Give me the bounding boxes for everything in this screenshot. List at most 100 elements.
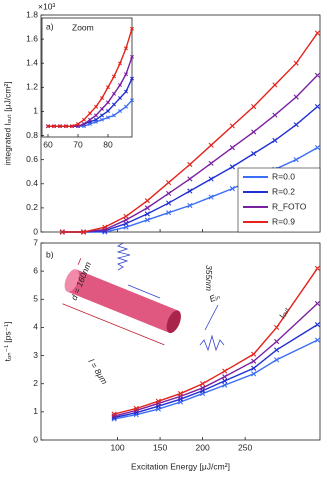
marker <box>100 96 104 101</box>
marker <box>59 229 65 235</box>
x-tick-label: 100 <box>110 442 124 452</box>
y-tick-label: 5 <box>33 294 38 304</box>
x-tick-label: 70 <box>73 139 83 149</box>
marker <box>166 200 172 206</box>
marker <box>88 111 92 116</box>
x-tick-label: 60 <box>43 139 53 149</box>
marker <box>314 30 321 36</box>
marker <box>251 365 257 371</box>
marker <box>102 224 108 230</box>
marker <box>82 122 86 127</box>
marker <box>118 61 122 66</box>
y-tick-label: 0.4 <box>26 178 38 188</box>
marker <box>229 164 235 170</box>
plot-area <box>40 242 321 441</box>
marker <box>106 100 110 105</box>
marker <box>124 89 128 94</box>
x-tick-label: 80 <box>103 139 113 149</box>
marker <box>123 213 129 219</box>
marker <box>187 161 193 168</box>
marker <box>112 113 116 118</box>
marker <box>144 211 150 217</box>
marker <box>293 94 299 100</box>
y-tick-label: 1.6 <box>26 33 38 43</box>
y-tick-label: 0.6 <box>26 154 38 164</box>
panel-label: a) <box>46 21 54 31</box>
marker <box>94 113 98 118</box>
marker <box>124 104 128 109</box>
marker <box>106 109 110 114</box>
y-tick-label: 0 <box>33 226 38 236</box>
marker <box>251 351 257 357</box>
marker <box>80 229 87 235</box>
marker <box>100 106 104 111</box>
marker <box>314 300 321 307</box>
marker <box>177 390 184 397</box>
marker <box>314 337 321 343</box>
marker <box>144 198 150 204</box>
marker <box>251 104 257 110</box>
annotation: Iₒᵤₜ <box>277 305 291 320</box>
marker <box>58 124 62 129</box>
marker <box>208 142 214 148</box>
y-tick-label: 6 <box>33 265 38 275</box>
marker <box>272 137 278 143</box>
cylinder-end <box>64 269 79 292</box>
marker <box>76 122 80 127</box>
marker <box>229 123 235 129</box>
marker <box>274 347 280 353</box>
marker <box>118 96 122 101</box>
cylinder-body <box>67 269 179 333</box>
marker <box>130 26 134 31</box>
y-tick-label: 0.8 <box>26 130 38 140</box>
marker <box>251 129 257 135</box>
y-axis-label: integrated Iₒᵤₜ [μJ/cm²] <box>2 81 12 165</box>
marker <box>64 124 68 129</box>
y-tick-label: 4 <box>33 322 38 332</box>
marker <box>187 202 193 209</box>
inset-title: Zoom <box>72 22 94 32</box>
marker <box>155 398 161 404</box>
annotation: l = 8μm <box>86 357 109 386</box>
y-tick-label: 1 <box>33 406 38 416</box>
marker <box>166 190 172 197</box>
marker <box>272 82 278 88</box>
marker <box>274 324 280 331</box>
marker <box>314 322 321 328</box>
marker <box>124 46 128 51</box>
marker <box>208 176 214 182</box>
marker <box>251 358 257 364</box>
marker <box>124 72 128 77</box>
arrow <box>127 284 161 299</box>
marker <box>314 104 321 110</box>
series-line <box>114 324 318 419</box>
y-tick-label: 7 <box>33 237 38 247</box>
y-tick-label: 0.2 <box>26 202 38 212</box>
marker <box>229 186 235 192</box>
marker <box>112 102 116 107</box>
marker <box>229 145 235 151</box>
marker <box>293 157 299 163</box>
marker <box>112 91 116 96</box>
axis-exponent: ×10³ <box>38 1 55 11</box>
y-tick-label: 1.2 <box>26 82 38 92</box>
y-tick-label: 1 <box>33 106 38 116</box>
y-tick-label: 0 <box>33 434 38 444</box>
panel-label: b) <box>46 249 54 259</box>
annotation: Eᵢₙ <box>208 291 222 304</box>
marker <box>293 122 299 128</box>
arrow <box>204 304 219 331</box>
marker <box>314 72 321 78</box>
legend-label: R=0.9 <box>272 216 295 226</box>
y-axis-label: tₒₙ⁻¹ [ps⁻¹] <box>2 322 12 362</box>
marker <box>314 145 321 151</box>
marker <box>200 385 206 391</box>
y-tick-label: 1.4 <box>26 57 38 67</box>
marker <box>106 115 110 120</box>
x-tick-label: 200 <box>196 442 210 452</box>
x-tick-label: 250 <box>238 442 252 452</box>
marker <box>187 176 193 182</box>
marker <box>314 265 321 271</box>
marker <box>274 357 280 363</box>
